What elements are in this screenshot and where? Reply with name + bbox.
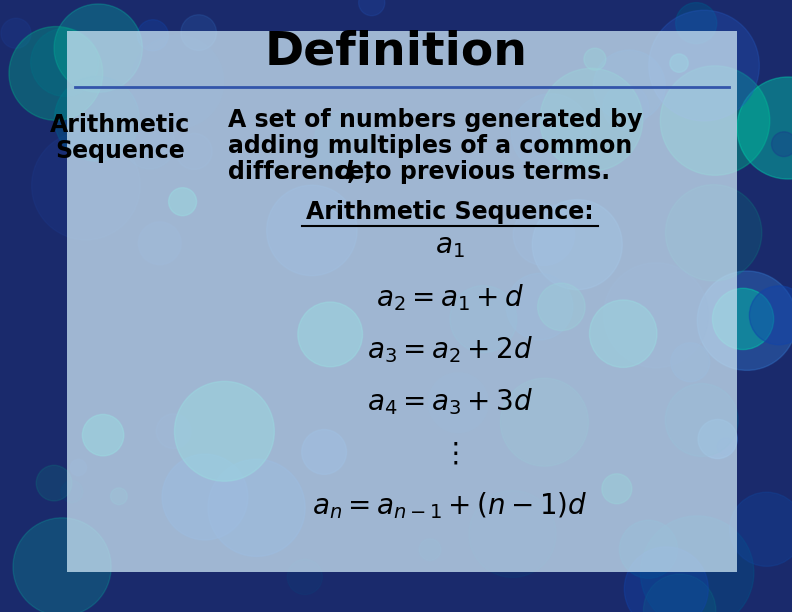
- Circle shape: [643, 574, 716, 612]
- Text: $\mathit{a}_4 = \mathit{a}_3 + 3\mathit{d}$: $\mathit{a}_4 = \mathit{a}_3 + 3\mathit{…: [367, 387, 533, 417]
- Circle shape: [82, 414, 124, 456]
- Text: difference,: difference,: [228, 160, 382, 184]
- Circle shape: [624, 547, 708, 612]
- Circle shape: [298, 302, 363, 367]
- Circle shape: [156, 414, 191, 449]
- Text: Definition: Definition: [265, 29, 527, 75]
- Circle shape: [671, 343, 710, 382]
- Circle shape: [174, 381, 274, 481]
- Circle shape: [697, 271, 792, 370]
- Circle shape: [1, 18, 31, 48]
- Circle shape: [717, 438, 734, 455]
- Circle shape: [698, 419, 737, 458]
- Text: $\mathit{a}_1$: $\mathit{a}_1$: [435, 232, 465, 260]
- Circle shape: [469, 491, 556, 578]
- Text: , to previous terms.: , to previous terms.: [347, 160, 610, 184]
- Circle shape: [13, 518, 111, 612]
- Circle shape: [31, 28, 99, 96]
- Circle shape: [749, 286, 792, 345]
- Text: adding multiples of a common: adding multiples of a common: [228, 134, 632, 158]
- Circle shape: [54, 4, 143, 92]
- Text: $\mathit{a}_3 = \mathit{a}_2 + 2\mathit{d}$: $\mathit{a}_3 = \mathit{a}_2 + 2\mathit{…: [367, 335, 533, 365]
- Circle shape: [428, 373, 488, 433]
- Circle shape: [162, 454, 248, 540]
- Circle shape: [450, 286, 517, 353]
- Circle shape: [604, 263, 709, 368]
- Circle shape: [302, 430, 347, 474]
- Circle shape: [676, 2, 717, 43]
- Circle shape: [124, 118, 175, 169]
- Circle shape: [670, 54, 688, 72]
- Circle shape: [532, 200, 623, 289]
- Circle shape: [36, 465, 72, 501]
- Circle shape: [139, 222, 181, 264]
- Circle shape: [287, 559, 322, 595]
- Circle shape: [359, 0, 385, 16]
- Circle shape: [32, 132, 140, 240]
- Circle shape: [584, 48, 606, 70]
- Text: Sequence: Sequence: [55, 139, 185, 163]
- Circle shape: [771, 132, 792, 157]
- Circle shape: [111, 488, 128, 505]
- Circle shape: [589, 300, 657, 367]
- Circle shape: [70, 460, 86, 476]
- Circle shape: [267, 185, 357, 275]
- Circle shape: [603, 84, 649, 130]
- FancyBboxPatch shape: [67, 31, 737, 572]
- Circle shape: [641, 516, 754, 612]
- Circle shape: [55, 76, 139, 161]
- Circle shape: [540, 69, 643, 171]
- Circle shape: [649, 10, 760, 121]
- Text: d: d: [335, 160, 352, 184]
- Circle shape: [169, 188, 196, 215]
- Circle shape: [513, 204, 575, 266]
- Circle shape: [602, 474, 632, 504]
- Circle shape: [419, 539, 441, 561]
- Circle shape: [538, 283, 585, 330]
- Circle shape: [181, 15, 216, 50]
- Circle shape: [713, 288, 774, 349]
- Circle shape: [208, 459, 305, 556]
- Circle shape: [9, 26, 103, 121]
- Circle shape: [665, 384, 738, 457]
- Text: $\vdots$: $\vdots$: [441, 440, 459, 468]
- Circle shape: [61, 481, 82, 502]
- Circle shape: [506, 274, 573, 340]
- Circle shape: [593, 50, 665, 122]
- Circle shape: [661, 66, 770, 175]
- Text: $\mathit{a}_n = \mathit{a}_{n-1} + (n - 1)\mathit{d}$: $\mathit{a}_n = \mathit{a}_{n-1} + (n - …: [312, 491, 588, 521]
- Text: $\mathit{a}_2 = \mathit{a}_1 + \mathit{d}$: $\mathit{a}_2 = \mathit{a}_1 + \mathit{d…: [376, 283, 524, 313]
- Circle shape: [729, 492, 792, 566]
- Text: Arithmetic Sequence:: Arithmetic Sequence:: [307, 200, 594, 224]
- Text: Arithmetic: Arithmetic: [50, 113, 190, 137]
- Circle shape: [619, 520, 677, 578]
- Circle shape: [665, 185, 762, 281]
- Circle shape: [176, 133, 212, 170]
- Circle shape: [131, 35, 223, 129]
- Circle shape: [314, 111, 375, 171]
- Circle shape: [737, 77, 792, 179]
- Circle shape: [501, 378, 588, 466]
- Text: A set of numbers generated by: A set of numbers generated by: [228, 108, 642, 132]
- Circle shape: [137, 20, 169, 51]
- Circle shape: [512, 94, 590, 173]
